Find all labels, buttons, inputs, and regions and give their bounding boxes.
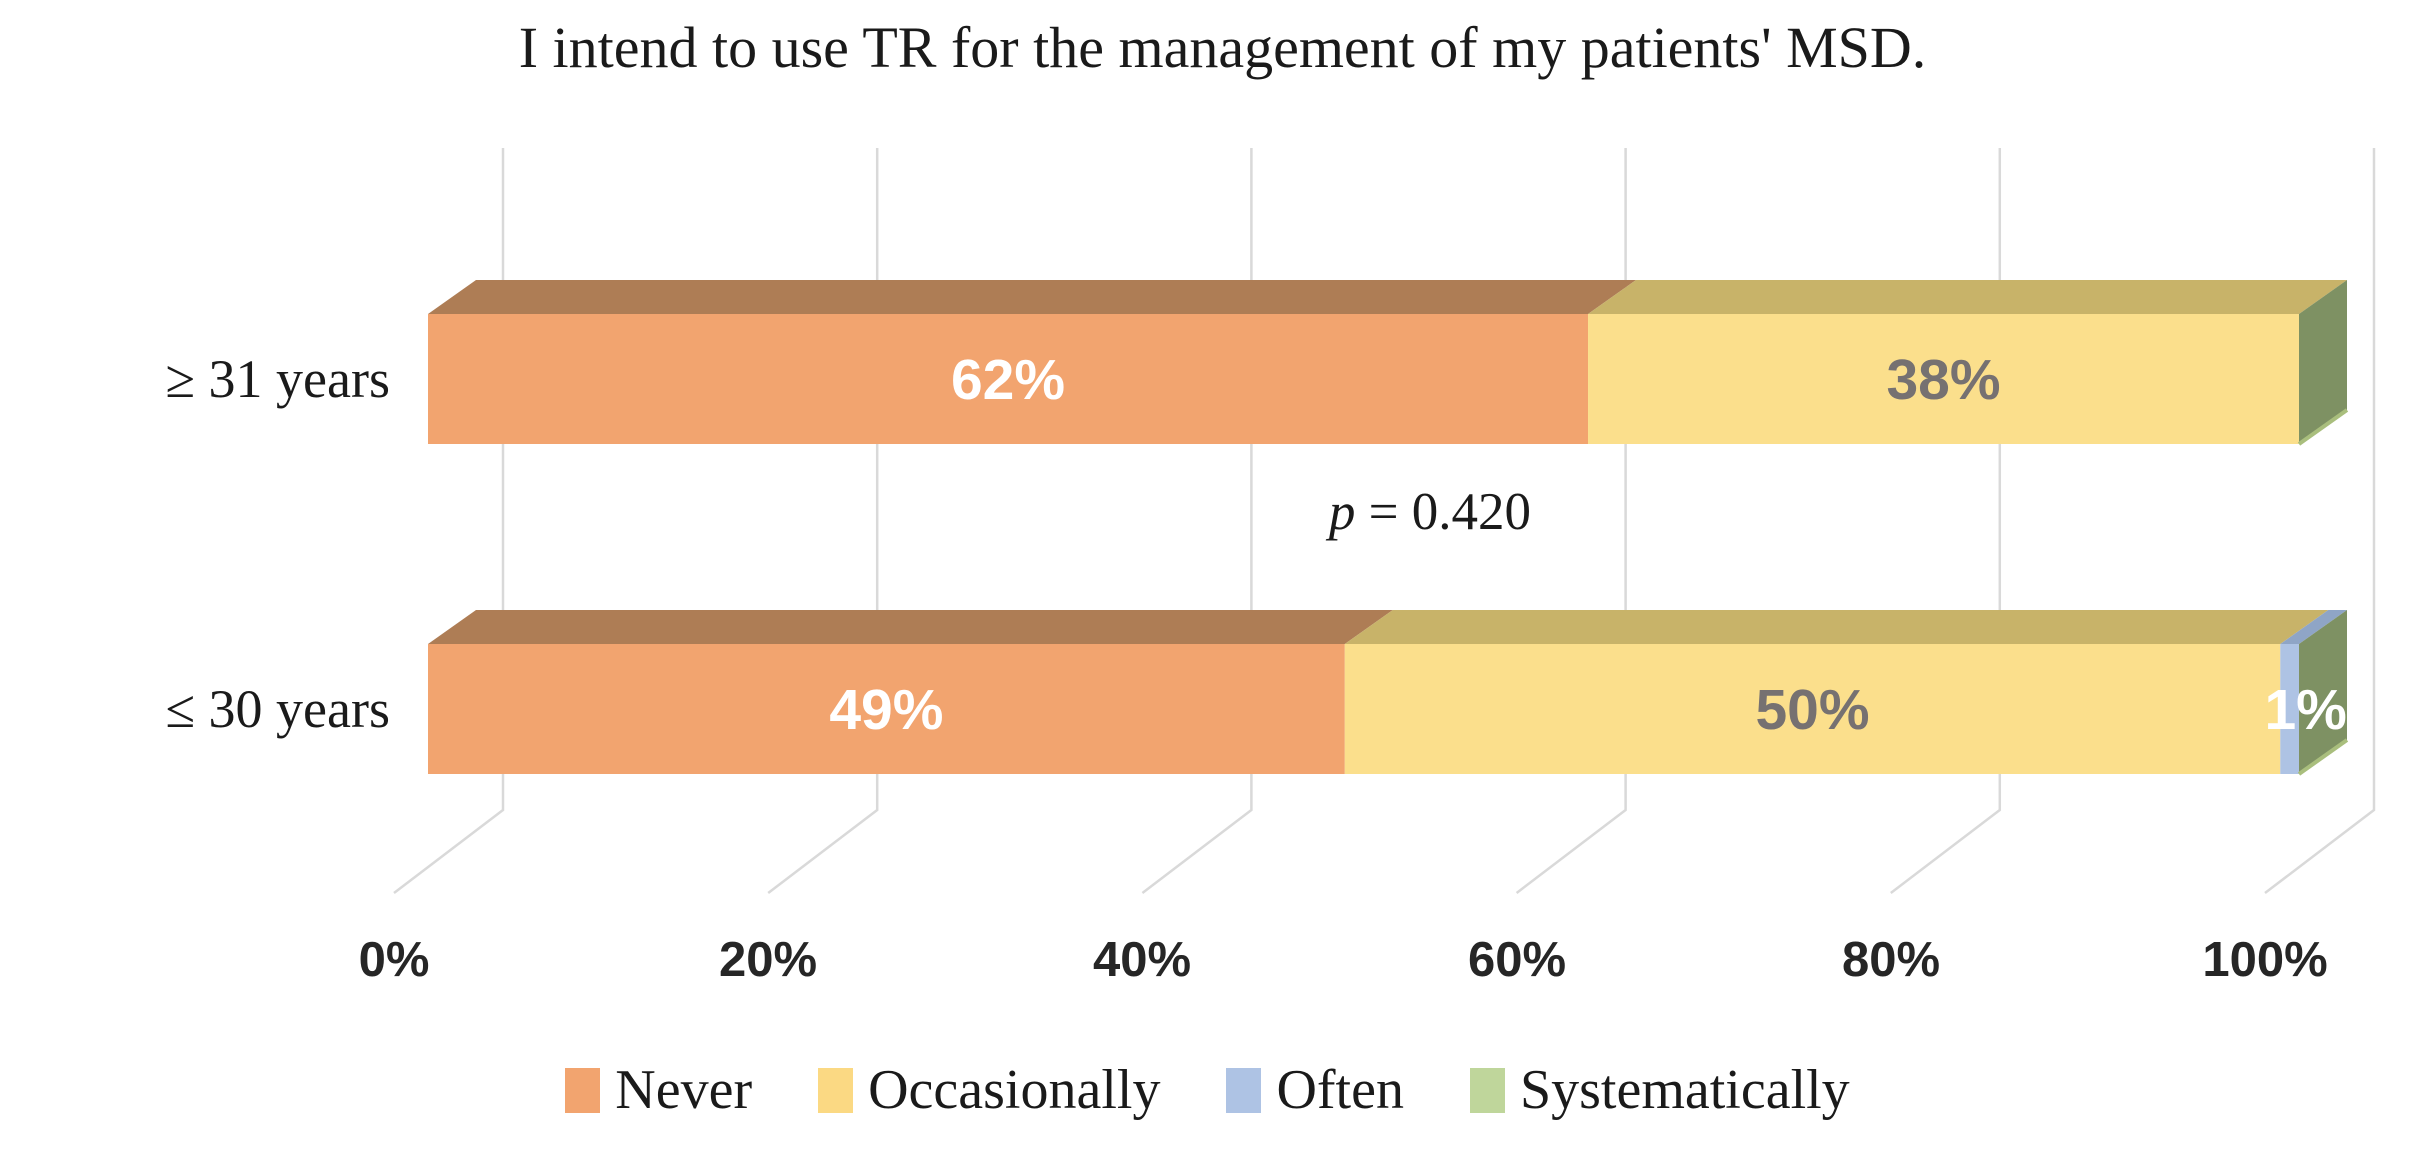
- legend-label-never: Never: [615, 1059, 753, 1121]
- bar-end-cap-edge: [2297, 738, 2349, 776]
- legend-item-often: Often: [1226, 1062, 1404, 1118]
- bar-end-cap: [2299, 610, 2347, 774]
- bar-data-label-often: 1%: [2264, 678, 2346, 742]
- x-axis-tick-40: 40%: [1092, 933, 1192, 987]
- bar-data-label-occasionally: 50%: [1755, 678, 1869, 742]
- legend-label-often: Often: [1276, 1059, 1404, 1121]
- x-axis-tick-20: 20%: [718, 933, 818, 987]
- bar-segment-never: [428, 644, 1345, 774]
- bar-segment-often: [2280, 644, 2299, 774]
- gridline-0%: [393, 148, 505, 894]
- legend-label-occasionally: Occasionally: [868, 1059, 1161, 1121]
- bar-end-cap-edge: [2297, 408, 2349, 446]
- x-axis-tick-80: 80%: [1841, 933, 1941, 987]
- p-annotation-value: = 0.420: [1355, 483, 1532, 541]
- bar-segment-top-occasionally: [1588, 280, 2347, 314]
- legend-swatch-occasionally: [818, 1067, 854, 1113]
- legend-item-occasionally: Occasionally: [818, 1062, 1160, 1118]
- x-axis-tick-100: 100%: [2202, 933, 2328, 987]
- bar-end-cap: [2299, 280, 2347, 444]
- legend: Never Occasionally Often Systematically: [0, 1062, 2415, 1118]
- bar-segment-top-occasionally: [1344, 610, 2329, 644]
- bar-segment-top-often: [2280, 610, 2347, 644]
- bar-data-label-never: 62%: [951, 348, 1065, 412]
- x-axis-tick-0: 0%: [358, 933, 430, 987]
- gridline-80%: [1890, 148, 2002, 894]
- bar-segment-occasionally: [1588, 314, 2299, 444]
- legend-item-never: Never: [565, 1062, 752, 1118]
- chart-title: I intend to use TR for the management of…: [518, 15, 1927, 80]
- bar-data-label-never: 49%: [829, 678, 943, 742]
- gridline-20%: [767, 148, 879, 894]
- legend-swatch-never: [565, 1067, 601, 1113]
- p-annotation-variable: p: [1328, 483, 1356, 541]
- bar-segment-occasionally: [1344, 644, 2281, 774]
- legend-swatch-systematically: [1469, 1067, 1505, 1113]
- category-label-le-30-years: ≤ 30 years: [165, 679, 390, 739]
- legend-swatch-often: [1226, 1067, 1262, 1113]
- category-label-ge-31-years: ≥ 31 years: [165, 349, 390, 409]
- bar-segment-top-never: [428, 280, 1637, 314]
- bar-segment-never: [428, 314, 1589, 444]
- bar-segment-top-never: [428, 610, 1393, 644]
- p-value-annotation: p = 0.420: [1190, 482, 1670, 542]
- gridline-100%: [2264, 148, 2376, 894]
- legend-item-systematically: Systematically: [1469, 1059, 1850, 1121]
- legend-label-systematically: Systematically: [1519, 1059, 1850, 1121]
- bar-data-label-occasionally: 38%: [1886, 348, 2000, 412]
- x-axis-tick-60: 60%: [1467, 933, 1567, 987]
